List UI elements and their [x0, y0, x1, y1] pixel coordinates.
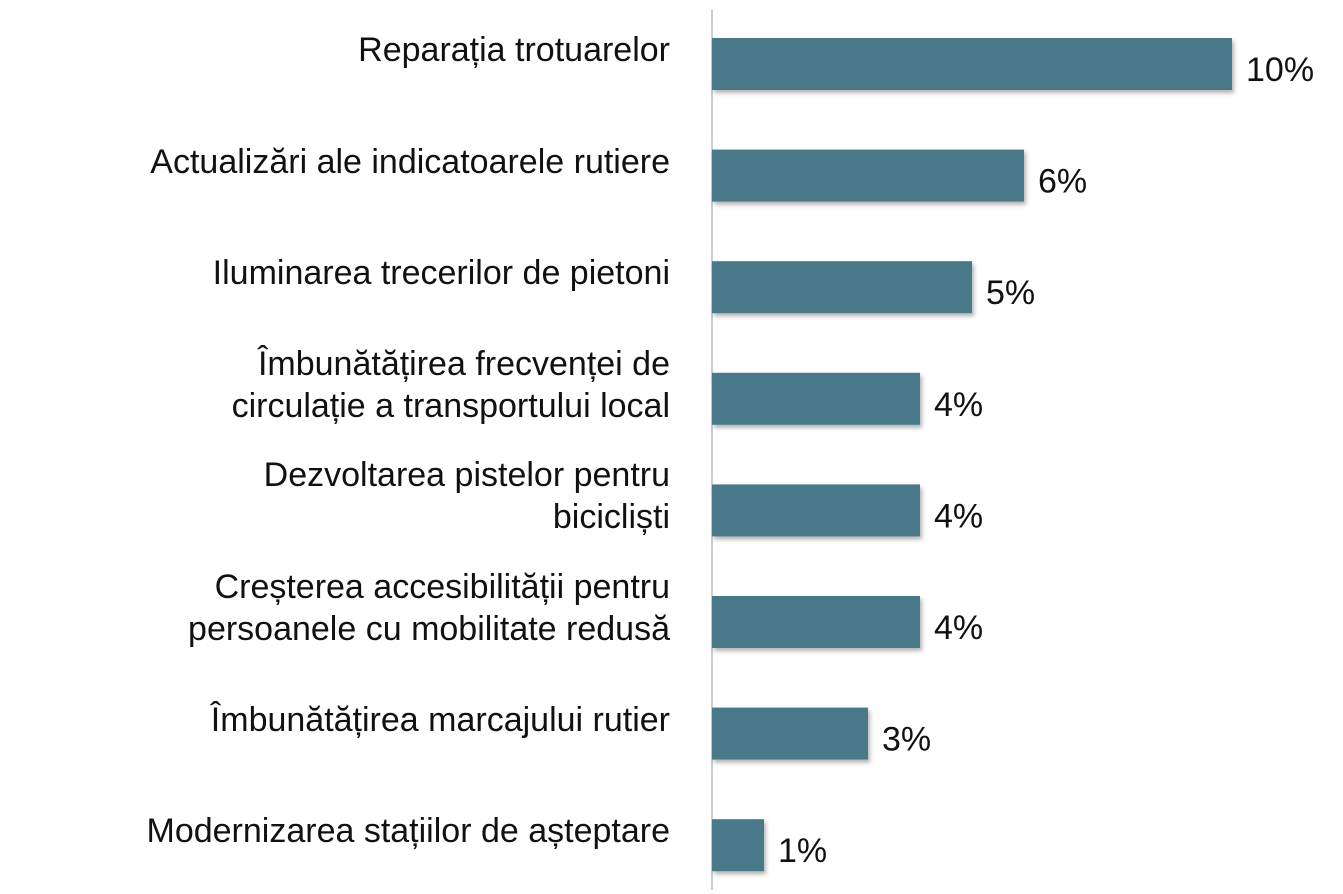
category-label: Dezvoltarea pistelor pentru bicicliști — [263, 456, 670, 537]
bar — [712, 819, 764, 872]
category-label: Iluminarea trecerilor de pietoni — [212, 254, 670, 293]
value-label: 1% — [778, 832, 827, 870]
value-label: 6% — [1038, 163, 1087, 201]
category-label: Creșterea accesibilității pentru persoan… — [188, 568, 670, 648]
value-label: 4% — [934, 497, 983, 535]
category-label: Îmbunătățirea frecvenței de circulație a… — [231, 344, 670, 425]
value-label: 4% — [934, 386, 983, 424]
value-label: 3% — [882, 721, 931, 759]
bar — [712, 707, 868, 760]
value-label: 5% — [986, 274, 1035, 312]
category-label: Reparația trotuarelor — [358, 31, 670, 69]
bar — [712, 261, 972, 314]
bar — [712, 38, 1232, 90]
category-label: Actualizări ale indicatoarele rutiere — [150, 142, 670, 181]
category-label: Îmbunătățirea marcajului rutier — [210, 700, 670, 739]
value-label: 10% — [1246, 51, 1314, 89]
bar — [712, 596, 920, 648]
bar — [712, 484, 920, 537]
value-label: 4% — [934, 609, 983, 647]
bar — [712, 149, 1024, 202]
bar — [712, 372, 920, 425]
category-label: Modernizarea stațiilor de așteptare — [146, 812, 671, 851]
